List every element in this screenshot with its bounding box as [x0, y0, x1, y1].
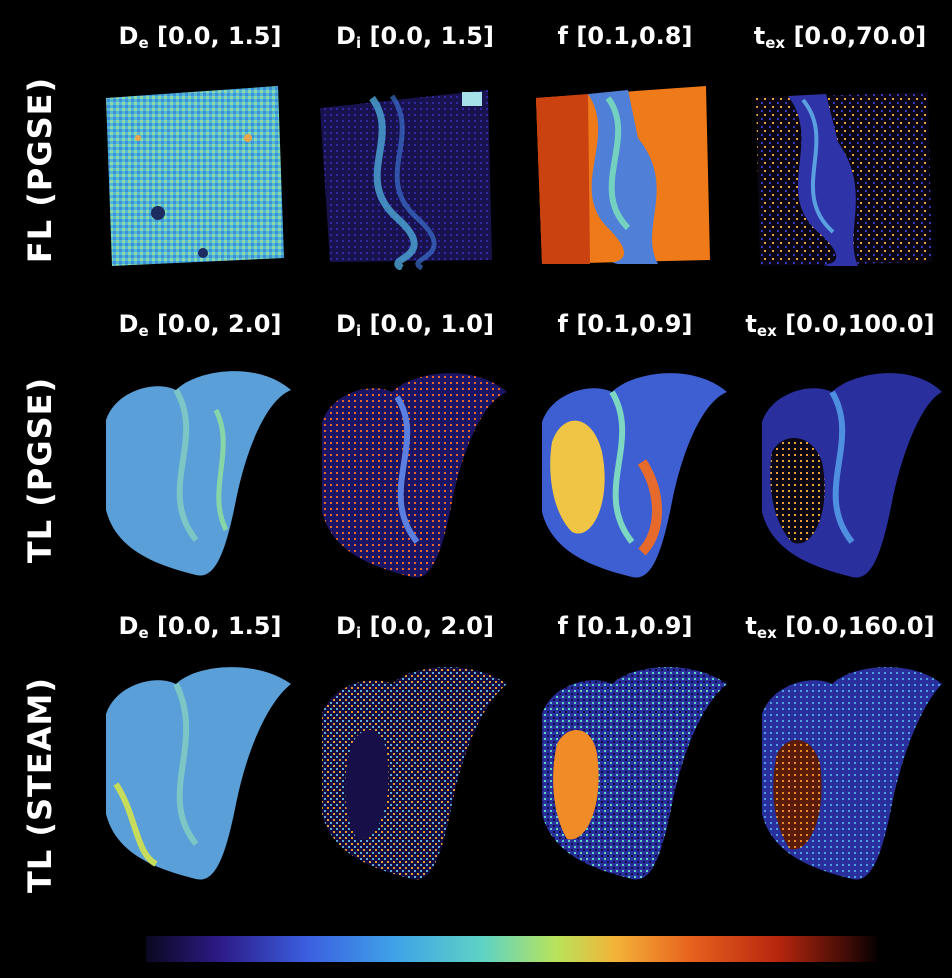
map-title: f [0.1,0.8] — [557, 22, 693, 50]
parameter-map — [762, 667, 942, 880]
row-label-3: TL (STEAM) — [0, 670, 80, 900]
parameter-map — [322, 373, 507, 578]
map-title: tex [0.0,70.0] — [753, 22, 927, 52]
parameter-map — [542, 373, 727, 578]
parameter-map — [542, 667, 727, 880]
parameter-map — [756, 92, 932, 266]
row-label-text: TL (STEAM) — [21, 677, 60, 893]
map-title: De [0.0, 2.0] — [118, 310, 282, 340]
row-label-2: TL (PGSE) — [0, 360, 80, 580]
parameter-map — [106, 371, 291, 576]
parameter-map — [106, 667, 291, 880]
map-title: f [0.1,0.9] — [557, 310, 693, 338]
map-title: Di [0.0, 1.0] — [336, 310, 494, 340]
map-title: De [0.0, 1.5] — [118, 612, 282, 642]
map-title: tex [0.0,100.0] — [745, 310, 935, 340]
row-label-text: FL (PGSE) — [21, 76, 60, 264]
parameter-map — [762, 373, 942, 578]
row-label-text: TL (PGSE) — [21, 376, 60, 564]
colorbar — [146, 936, 880, 962]
map-title: Di [0.0, 2.0] — [336, 612, 494, 642]
parameter-map — [320, 90, 492, 270]
map-title: f [0.1,0.9] — [557, 612, 693, 640]
row-label-1: FL (PGSE) — [0, 70, 80, 270]
parameter-map — [536, 86, 710, 264]
map-title: Di [0.0, 1.5] — [336, 22, 494, 52]
parameter-map — [106, 86, 284, 266]
map-title: De [0.0, 1.5] — [118, 22, 282, 52]
parameter-map — [322, 667, 507, 880]
map-title: tex [0.0,160.0] — [745, 612, 935, 642]
